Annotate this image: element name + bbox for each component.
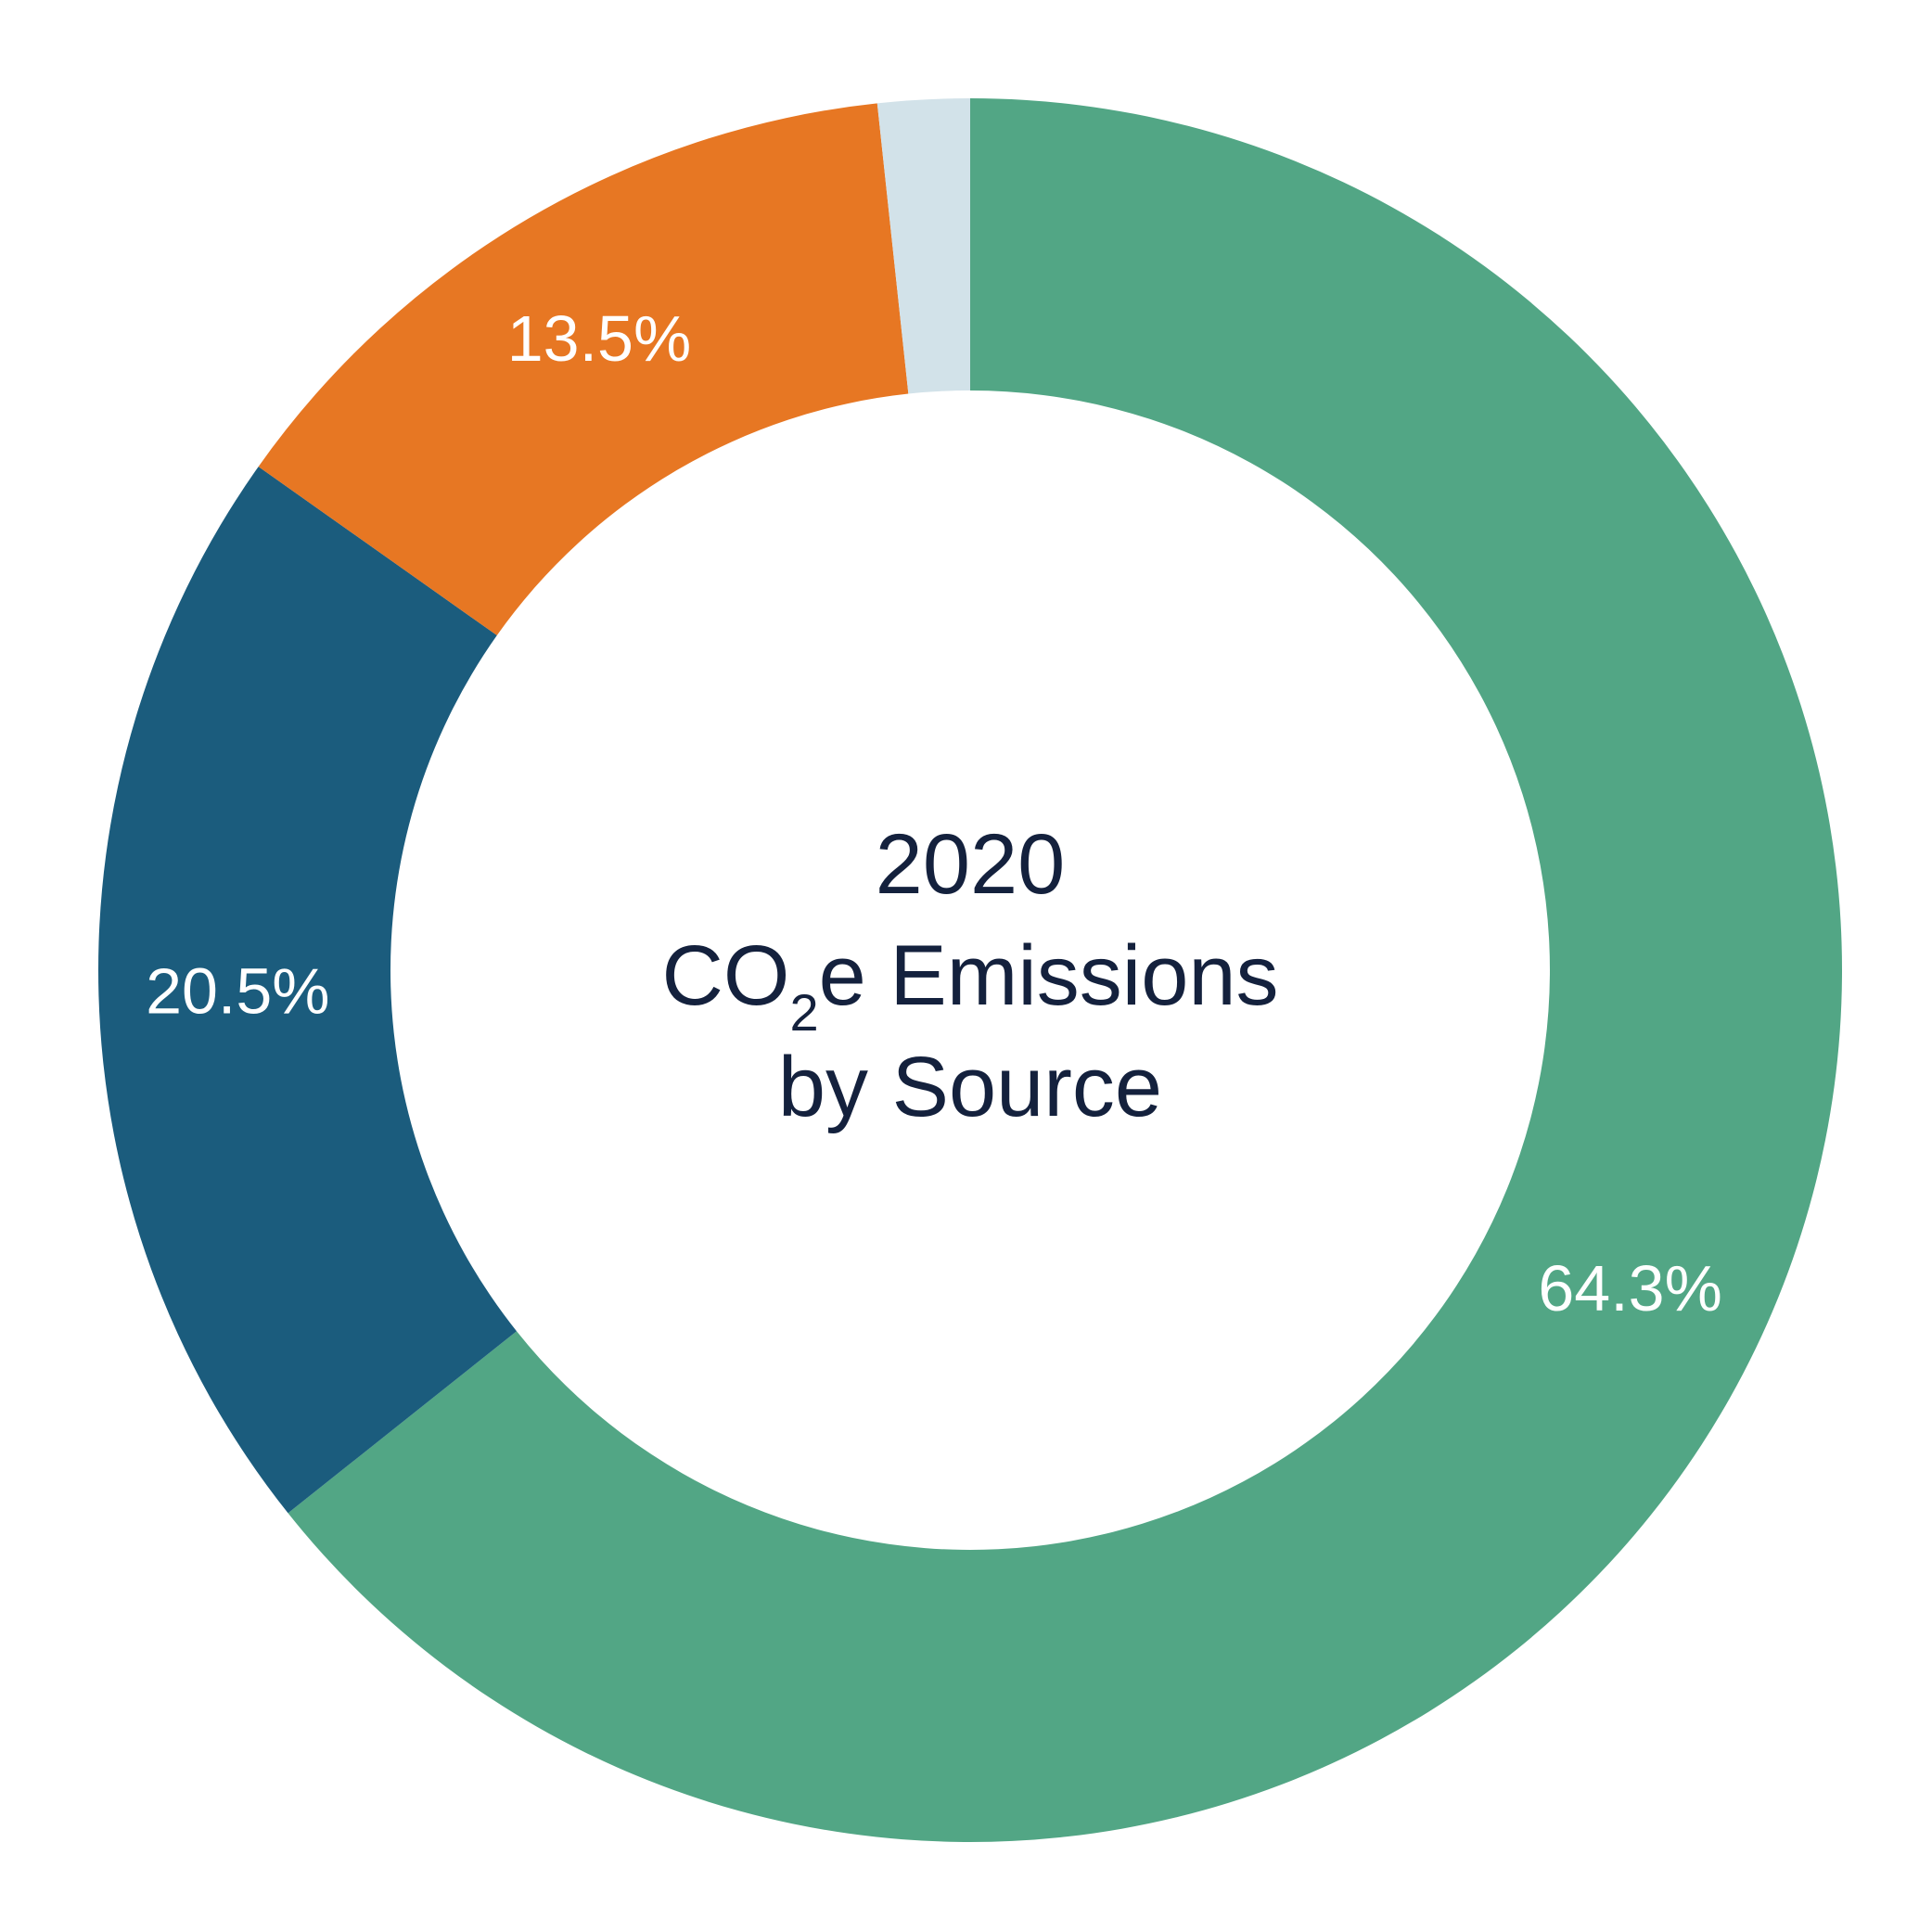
donut-slice-2	[258, 103, 909, 636]
donut-slice-0	[288, 98, 1843, 1842]
center-title-emissions: CO2e Emissions	[661, 928, 1278, 1042]
center-title-source: by Source	[778, 1040, 1162, 1134]
donut-slice-1	[97, 467, 518, 1514]
donut-slice-3	[876, 98, 970, 394]
center-title-subscript: 2	[789, 983, 818, 1042]
donut-slices	[97, 98, 1843, 1842]
slice-label-1: 20.5%	[146, 954, 329, 1027]
center-title-year: 2020	[876, 817, 1066, 912]
slice-labels: 64.3% 20.5% 13.5%	[146, 302, 1722, 1324]
slice-label-0: 64.3%	[1538, 1252, 1721, 1324]
center-title-co: CO	[661, 928, 789, 1023]
center-title-e-emissions: e Emissions	[819, 928, 1279, 1023]
slice-label-2: 13.5%	[507, 302, 691, 375]
center-title: 2020 CO2e Emissions by Source	[661, 817, 1278, 1134]
